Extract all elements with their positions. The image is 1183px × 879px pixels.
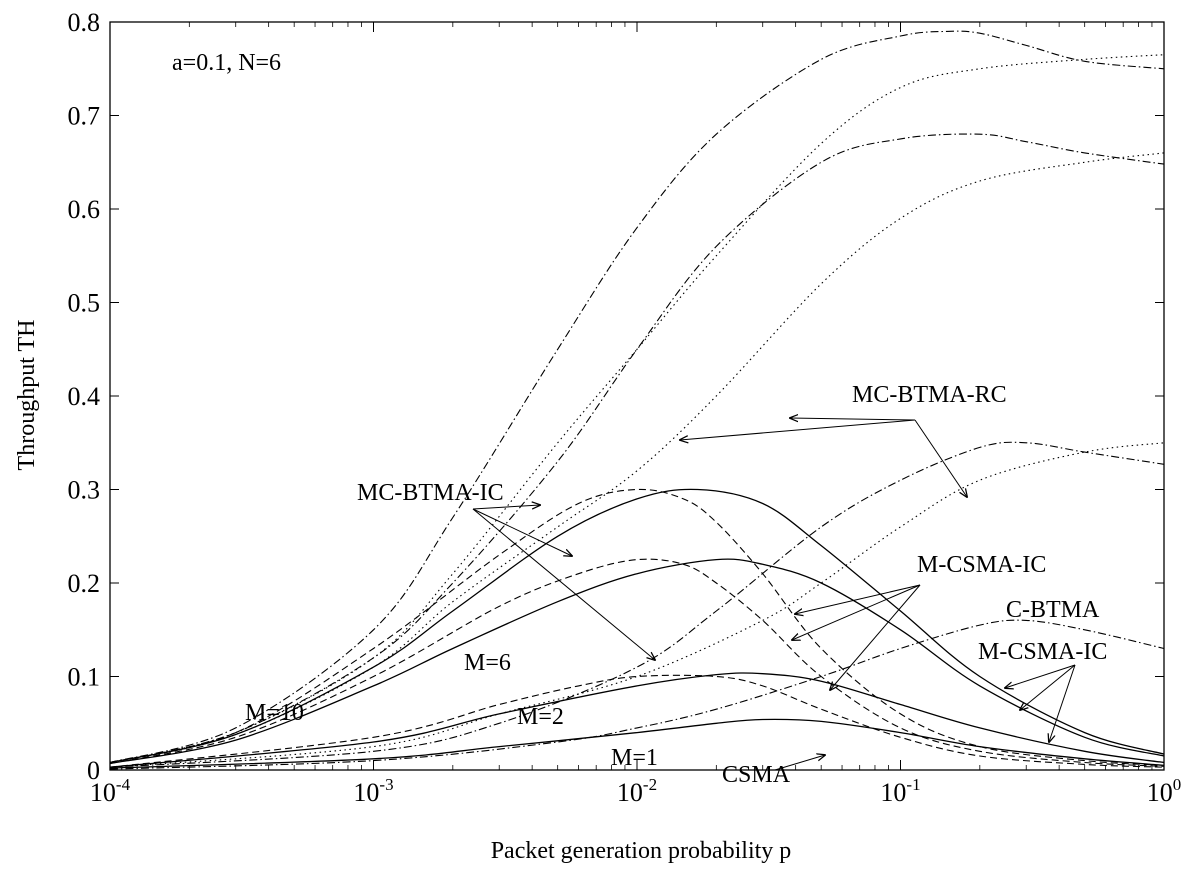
x-tick-label: 10-1: [880, 775, 920, 807]
series-line-6: [109, 619, 1165, 770]
annotation-arrow: [680, 419, 916, 440]
y-tick-label: 0.7: [68, 102, 101, 131]
series-line-1: [109, 152, 1165, 764]
series-line-8: [109, 558, 1165, 765]
annotation-arrows: [472, 418, 1076, 771]
y-tick-label: 0.6: [68, 195, 101, 224]
annotation-arrow: [790, 418, 916, 420]
series-line-7: [109, 488, 1165, 764]
annotation-arrow: [1049, 664, 1076, 742]
y-tick-label: 0.5: [68, 289, 101, 318]
annotation-arrow: [792, 584, 921, 640]
series-line-4: [109, 133, 1165, 764]
x-tick-label: 100: [1147, 775, 1182, 807]
y-tick-label: 0: [87, 756, 100, 785]
y-axis-label: Throughput TH: [14, 320, 40, 471]
series-line-5: [109, 441, 1165, 768]
series-line-11: [109, 488, 1165, 766]
m-csma-ic-upper-label: M-CSMA-IC: [917, 552, 1046, 578]
m-csma-ic-lower-label: M-CSMA-IC: [978, 639, 1107, 665]
m2-label: M=2: [517, 704, 564, 730]
series-line-9: [109, 672, 1165, 768]
annotation-arrow: [914, 419, 967, 497]
annotation-arrow: [472, 505, 540, 509]
annotation-arrow: [774, 755, 825, 771]
tick-labels: 0 0.1 0.2 0.3 0.4 0.5 0.6 0.7 0.8 10-4 10-3 10-2 10-…: [68, 8, 1182, 807]
series-line-10: [109, 718, 1165, 769]
x-tick-label: 10-2: [617, 775, 657, 807]
annotation-arrow: [472, 508, 655, 660]
annotation-arrow: [830, 584, 921, 690]
params-annotation: a=0.1, N=6: [172, 50, 281, 76]
m6-label: M=6: [464, 650, 511, 676]
series-line-13: [109, 674, 1165, 768]
annotation-arrow: [472, 508, 572, 556]
mc-btma-rc-label: MC-BTMA-RC: [852, 382, 1007, 408]
series-line-3: [109, 30, 1165, 764]
mc-btma-ic-label: MC-BTMA-IC: [357, 480, 504, 506]
y-tick-label: 0.8: [68, 8, 101, 37]
y-tick-label: 0.4: [68, 382, 101, 411]
y-tick-label: 0.3: [68, 476, 101, 505]
x-tick-label: 10-4: [90, 775, 131, 807]
x-tick-label: 10-3: [353, 775, 393, 807]
annotation-arrow: [1020, 664, 1076, 710]
annotation-arrow: [1005, 664, 1076, 688]
annotation-arrow: [795, 584, 921, 614]
csma-label: CSMA: [722, 762, 791, 788]
c-btma-label: C-BTMA: [1006, 597, 1100, 623]
series-line-12: [109, 558, 1165, 767]
m10-label: M=10: [245, 700, 304, 726]
x-axis-label: Packet generation probability p: [491, 838, 792, 864]
m1-label: M=1: [611, 745, 658, 771]
y-tick-label: 0.2: [68, 569, 101, 598]
series-lines: [109, 30, 1165, 770]
y-tick-label: 0.1: [68, 663, 101, 692]
tick-marks: [109, 21, 1165, 771]
